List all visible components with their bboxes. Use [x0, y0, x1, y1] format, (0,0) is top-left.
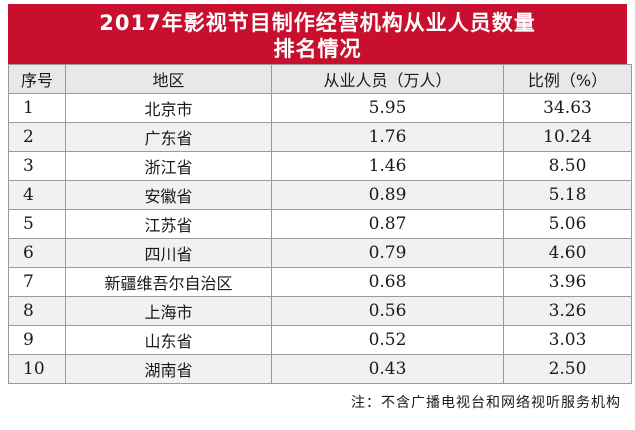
- cell-region: 四川省: [65, 238, 272, 268]
- cell-region: 浙江省: [65, 151, 272, 181]
- cell-no: 7: [8, 267, 66, 297]
- cell-no: 5: [8, 209, 66, 239]
- cell-ratio: 10.24: [503, 122, 632, 152]
- header-no: 序号: [8, 64, 66, 94]
- cell-ratio: 4.60: [503, 238, 632, 268]
- header-region: 地区: [65, 64, 272, 94]
- cell-no: 1: [8, 93, 66, 123]
- table-row: 9 山东省 0.52 3.03: [8, 325, 632, 355]
- table-row: 6 四川省 0.79 4.60: [8, 238, 632, 268]
- cell-ratio: 3.26: [503, 296, 632, 326]
- cell-ratio: 5.18: [503, 180, 632, 210]
- cell-no: 9: [8, 325, 66, 355]
- cell-no: 3: [8, 151, 66, 181]
- header-ratio: 比例（%）: [503, 64, 632, 94]
- document: 2017年影视节目制作经营机构从业人员数量 排名情况 序号 地区 从业人员（万人…: [8, 4, 632, 412]
- table-header-row: 序号 地区 从业人员（万人） 比例（%）: [8, 64, 632, 94]
- cell-region: 湖南省: [65, 354, 272, 384]
- cell-region: 江苏省: [65, 209, 272, 239]
- ranking-table: 序号 地区 从业人员（万人） 比例（%） 1 北京市 5.95 34.63 2 …: [8, 64, 632, 384]
- table-row: 3 浙江省 1.46 8.50: [8, 151, 632, 181]
- cell-ratio: 8.50: [503, 151, 632, 181]
- table-title: 2017年影视节目制作经营机构从业人员数量 排名情况: [8, 4, 627, 64]
- table-row: 7 新疆维吾尔自治区 0.68 3.96: [8, 267, 632, 297]
- cell-region: 山东省: [65, 325, 272, 355]
- header-staff: 从业人员（万人）: [271, 64, 504, 94]
- cell-staff: 1.46: [271, 151, 504, 181]
- cell-region: 北京市: [65, 93, 272, 123]
- cell-ratio: 3.96: [503, 267, 632, 297]
- cell-staff: 0.68: [271, 267, 504, 297]
- cell-staff: 0.43: [271, 354, 504, 384]
- footnote: 注：不含广播电视台和网络视听服务机构: [351, 395, 621, 411]
- cell-staff: 0.89: [271, 180, 504, 210]
- cell-no: 8: [8, 296, 66, 326]
- title-line-1: 2017年影视节目制作经营机构从业人员数量: [99, 11, 536, 35]
- cell-staff: 0.87: [271, 209, 504, 239]
- cell-staff: 0.56: [271, 296, 504, 326]
- cell-region: 上海市: [65, 296, 272, 326]
- cell-staff: 0.79: [271, 238, 504, 268]
- table-row: 5 江苏省 0.87 5.06: [8, 209, 632, 239]
- title-line-2: 排名情况: [273, 37, 362, 61]
- cell-no: 10: [8, 354, 66, 384]
- cell-staff: 0.52: [271, 325, 504, 355]
- table-body: 1 北京市 5.95 34.63 2 广东省 1.76 10.24 3 浙江省 …: [8, 93, 632, 384]
- table-row: 1 北京市 5.95 34.63: [8, 93, 632, 123]
- cell-staff: 1.76: [271, 122, 504, 152]
- cell-ratio: 2.50: [503, 354, 632, 384]
- cell-ratio: 3.03: [503, 325, 632, 355]
- cell-no: 6: [8, 238, 66, 268]
- cell-region: 新疆维吾尔自治区: [65, 267, 272, 297]
- table-row: 8 上海市 0.56 3.26: [8, 296, 632, 326]
- cell-region: 安徽省: [65, 180, 272, 210]
- table-row: 10 湖南省 0.43 2.50: [8, 354, 632, 384]
- cell-staff: 5.95: [271, 93, 504, 123]
- cell-no: 4: [8, 180, 66, 210]
- cell-region: 广东省: [65, 122, 272, 152]
- table-row: 2 广东省 1.76 10.24: [8, 122, 632, 152]
- table-row: 4 安徽省 0.89 5.18: [8, 180, 632, 210]
- cell-ratio: 5.06: [503, 209, 632, 239]
- cell-ratio: 34.63: [503, 93, 632, 123]
- cell-no: 2: [8, 122, 66, 152]
